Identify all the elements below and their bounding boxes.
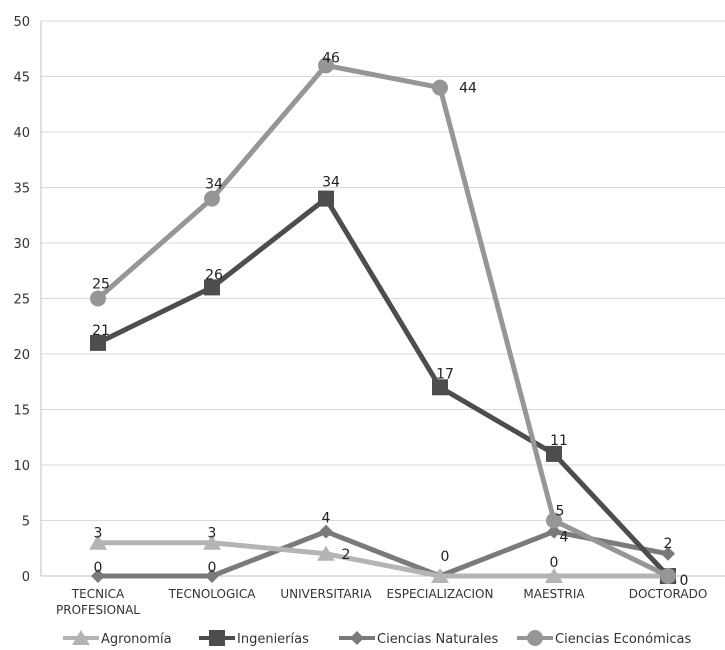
ingenierias-label-6: 0 [680,573,689,589]
x-tick-label-6: DOCTORADO [629,587,708,601]
ingenierias-label-3: 34 [322,175,340,191]
ingenierias-point-1 [90,334,106,351]
ciencias-economicas-point-5 [546,512,562,529]
y-tick-label-15: 15 [13,404,30,419]
ciencias-economicas-label-2: 34 [205,177,223,193]
ciencias-naturales-label-4: 0 [441,549,450,565]
agronomia-label-2: 3 [208,526,217,542]
x-tick-label-3: UNIVERSITARIA [280,587,372,601]
ciencias-naturales-point-6 [661,546,675,561]
ciencias-economicas-point-1 [90,290,106,307]
ingenierias-point-4 [432,379,448,396]
y-tick-label-10: 10 [13,459,30,474]
ciencias-economicas-label-1: 25 [92,277,110,293]
legend-item-agronomia: Agronomía [63,630,172,647]
ingenierias-label-5: 11 [550,433,568,449]
series-line-agronomia [98,540,668,579]
series-line-ciencias-naturales [98,529,669,579]
y-tick-label-50: 50 [13,15,30,30]
ciencias-naturales-point-5 [547,524,561,539]
legend: Agronomía Ingenierías Ciencias Naturales Ci… [63,630,691,647]
y-tick-label-45: 45 [13,71,30,86]
ciencias-naturales-label-1: 0 [94,560,103,576]
series-ciencias-economicas [90,57,676,584]
grid-lines [41,20,725,577]
ciencias-naturales-label-2: 0 [208,560,217,576]
ingenierias-point-3 [318,190,334,207]
x-tick-label-4: ESPECIALIZACION [387,587,494,601]
ciencias-economicas-point-6 [660,568,676,584]
y-tick-label-20: 20 [13,348,30,363]
ingenierias-label-2: 26 [205,267,223,283]
agronomia-label-1: 3 [94,526,103,542]
legend-marker-ingenierias [209,630,225,646]
ciencias-naturales-label-5: 4 [560,530,569,546]
ciencias-economicas-label-3: 46 [322,50,340,66]
legend-item-ciencias-economicas: Ciencias Económicas [517,630,691,647]
ingenierias-point-2 [204,279,220,296]
agronomia-point-4 [431,568,449,583]
ciencias-economicas-label-5: 5 [556,504,565,520]
x-tick-label-2: TECNOLOGICA [168,587,257,601]
y-tick-label-35: 35 [13,182,30,197]
y-tick-label-5: 5 [22,515,30,530]
legend-item-ciencias-naturales: Ciencias Naturales [339,631,499,647]
agronomia-point-5 [545,568,563,583]
y-axis: 0 5 10 15 20 25 30 35 40 45 50 [13,15,42,585]
legend-marker-agronomia [72,630,90,645]
agronomia-point-2 [203,534,221,550]
ciencias-economicas-point-4 [432,79,448,96]
legend-label-ciencias-naturales: Ciencias Naturales [377,632,499,647]
ciencias-economicas-point-3 [318,57,334,74]
ciencias-naturales-point-2 [205,569,219,583]
y-tick-label-40: 40 [13,126,30,141]
legend-marker-ciencias-economicas [527,630,543,646]
agronomia-point-1 [89,534,107,550]
legend-label-ingenierias: Ingenierías [237,632,309,647]
x-axis: TECNICA PROFESIONAL TECNOLOGICA UNIVERSITAR… [41,575,725,617]
ciencias-naturales-label-3: 4 [322,511,331,527]
ciencias-economicas-point-2 [204,190,220,207]
ingenierias-label-4: 17 [436,366,454,382]
ciencias-naturales-point-3 [319,524,333,539]
legend-label-ciencias-economicas: Ciencias Económicas [555,632,691,647]
ingenierias-label-1: 21 [92,323,110,339]
y-tick-label-0: 0 [22,570,30,585]
ciencias-economicas-label-4: 44 [459,81,477,97]
legend-marker-ciencias-naturales [350,631,364,645]
agronomia-label-3: 2 [342,547,351,563]
series-layer [89,57,677,584]
y-tick-label-30: 30 [13,237,30,252]
agronomia-label-5: 0 [550,555,559,571]
series-ingenierias [90,190,676,584]
x-tick-label-5: MAESTRIA [523,587,585,601]
series-line-ciencias-economicas [96,62,670,579]
x-tick-label-1: TECNICA PROFESIONAL [56,587,140,617]
y-tick-label-25: 25 [13,293,30,308]
agronomia-point-3 [317,545,335,561]
ciencias-naturales-label-6: 2 [664,536,673,552]
legend-item-ingenierias: Ingenierías [199,630,309,647]
ciencias-naturales-point-1 [91,569,105,583]
legend-label-agronomia: Agronomía [101,632,172,647]
ingenierias-point-5 [546,445,562,462]
series-line-ingenierias [96,196,670,578]
